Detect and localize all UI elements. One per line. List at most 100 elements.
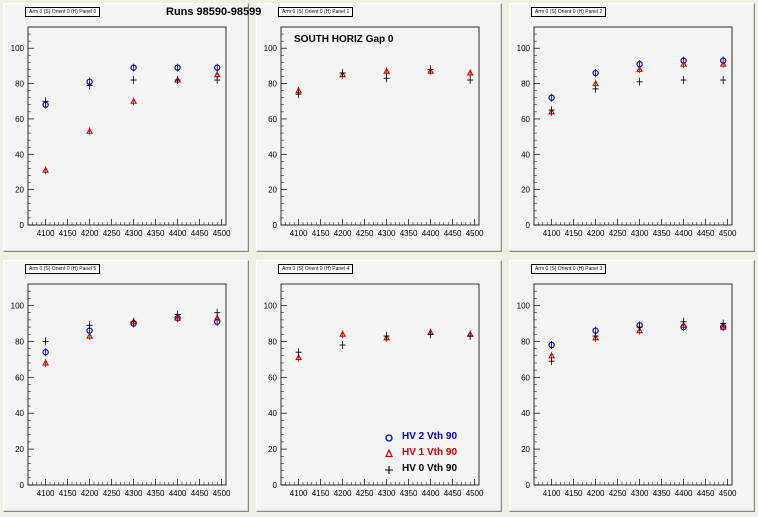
x-tick-label: 4450 <box>191 489 209 498</box>
x-tick-label: 4200 <box>81 489 99 498</box>
x-tick-label: 4350 <box>400 489 418 498</box>
data-point <box>427 330 434 339</box>
scatter-plot-1: 0 20 40 60 80 100 4100 4150 4200 4250 4300 4350 4400… <box>255 2 503 253</box>
y-tick-label: 100 <box>264 44 278 53</box>
triangle-marker-icon <box>385 448 393 458</box>
y-tick-label: 20 <box>521 186 530 195</box>
y-tick-label: 40 <box>15 150 24 159</box>
y-tick-label: 0 <box>526 221 531 230</box>
circle-marker-icon <box>385 434 393 442</box>
pad-bevel-light <box>508 2 755 252</box>
y-tick-label: 80 <box>15 80 24 89</box>
data-point <box>174 76 181 85</box>
panel-pad-0: Arm 0 (S) Orient 0 (H) Panel 0 0 20 40 60 80… <box>2 2 250 253</box>
x-tick-label: 4250 <box>103 489 121 498</box>
scatter-plot-4: 0 20 40 60 80 100 4100 4150 4200 4250 4300 4350 4400… <box>255 259 503 513</box>
y-tick-label: 40 <box>521 409 530 418</box>
data-point <box>680 76 687 85</box>
pad-bevel-dark <box>509 260 756 513</box>
y-tick-label: 100 <box>11 302 25 311</box>
scatter-plot-0: 0 20 40 60 80 100 4100 4150 4200 4250 4300 4350 4400… <box>2 2 250 253</box>
data-point <box>86 321 93 330</box>
x-tick-label: 4100 <box>543 489 561 498</box>
y-tick-label: 60 <box>268 115 277 124</box>
x-tick-label: 4150 <box>312 229 330 238</box>
panel-title: Arm 0 (S) Orient 0 (H) Panel 3 <box>531 264 607 274</box>
panel-title: Arm 0 (S) Orient 0 (H) Panel 5 <box>25 264 101 274</box>
data-point <box>42 358 50 367</box>
x-tick-label: 4200 <box>587 229 605 238</box>
data-point <box>548 341 555 350</box>
x-tick-label: 4100 <box>290 229 308 238</box>
data-point <box>466 68 474 77</box>
panel-pad-5: Arm 0 (S) Orient 0 (H) Panel 3 0 20 40 60 80… <box>508 259 756 513</box>
data-point <box>680 317 687 326</box>
pad-bevel-dark <box>3 3 250 253</box>
pad-background <box>256 260 502 512</box>
data-point <box>295 348 302 357</box>
data-point <box>130 97 138 106</box>
x-tick-label: 4350 <box>653 229 671 238</box>
data-point <box>130 317 137 326</box>
panel-annotation: SOUTH HORIZ Gap 0 <box>294 34 394 45</box>
panel-title: Arm 0 (S) Orient 0 (H) Panel 0 <box>25 7 101 17</box>
data-point <box>42 348 49 357</box>
y-tick-label: 80 <box>268 80 277 89</box>
y-tick-label: 60 <box>15 373 24 382</box>
x-tick-label: 4250 <box>103 229 121 238</box>
data-point <box>339 330 347 339</box>
x-tick-label: 4100 <box>290 489 308 498</box>
x-tick-label: 4100 <box>543 229 561 238</box>
x-tick-label: 4200 <box>334 489 352 498</box>
x-tick-label: 4250 <box>609 489 627 498</box>
y-tick-label: 100 <box>11 44 25 53</box>
x-tick-label: 4300 <box>631 489 649 498</box>
x-tick-label: 4150 <box>59 229 77 238</box>
data-point <box>548 106 555 115</box>
y-tick-label: 20 <box>268 186 277 195</box>
x-tick-label: 4350 <box>147 489 165 498</box>
x-tick-label: 4250 <box>356 489 374 498</box>
data-point <box>592 68 599 77</box>
data-point <box>42 166 50 175</box>
legend-label: HV 0 Vth 90 <box>402 463 458 474</box>
y-tick-label: 20 <box>15 186 24 195</box>
x-tick-label: 4400 <box>675 489 693 498</box>
pad-bevel-light <box>2 259 249 512</box>
data-point <box>636 65 644 74</box>
pad-background <box>3 260 249 512</box>
pad-bevel-light <box>2 2 249 252</box>
y-tick-label: 60 <box>521 373 530 382</box>
panel-title: Arm 0 (S) Orient 0 (H) Panel 2 <box>531 7 607 17</box>
x-tick-label: 4100 <box>37 489 55 498</box>
y-tick-label: 0 <box>273 221 278 230</box>
data-point <box>636 77 643 86</box>
x-tick-label: 4500 <box>213 229 231 238</box>
y-tick-label: 0 <box>526 481 531 490</box>
x-tick-label: 4200 <box>334 229 352 238</box>
x-tick-label: 4150 <box>565 229 583 238</box>
x-tick-label: 4400 <box>169 229 187 238</box>
pad-background <box>509 3 755 252</box>
data-point <box>383 332 390 341</box>
x-tick-label: 4450 <box>444 489 462 498</box>
y-tick-label: 100 <box>517 44 531 53</box>
data-point <box>467 332 474 341</box>
x-tick-label: 4500 <box>719 229 737 238</box>
x-tick-label: 4350 <box>147 229 165 238</box>
pad-bevel-light <box>508 259 755 512</box>
data-point <box>680 60 688 69</box>
data-point <box>214 76 221 85</box>
y-tick-label: 20 <box>15 445 24 454</box>
y-tick-label: 0 <box>20 221 25 230</box>
data-point <box>383 67 391 76</box>
x-tick-label: 4150 <box>59 489 77 498</box>
x-tick-label: 4450 <box>697 489 715 498</box>
data-point <box>42 97 49 106</box>
scatter-plot-3: 0 20 40 60 80 100 4100 4150 4200 4250 4300 4350 4400… <box>2 259 250 513</box>
x-tick-label: 4450 <box>444 229 462 238</box>
data-point <box>213 63 221 72</box>
panel-title: Arm 0 (S) Orient 0 (H) Panel 1 <box>278 7 354 17</box>
x-tick-label: 4500 <box>466 229 484 238</box>
data-point <box>467 76 474 85</box>
